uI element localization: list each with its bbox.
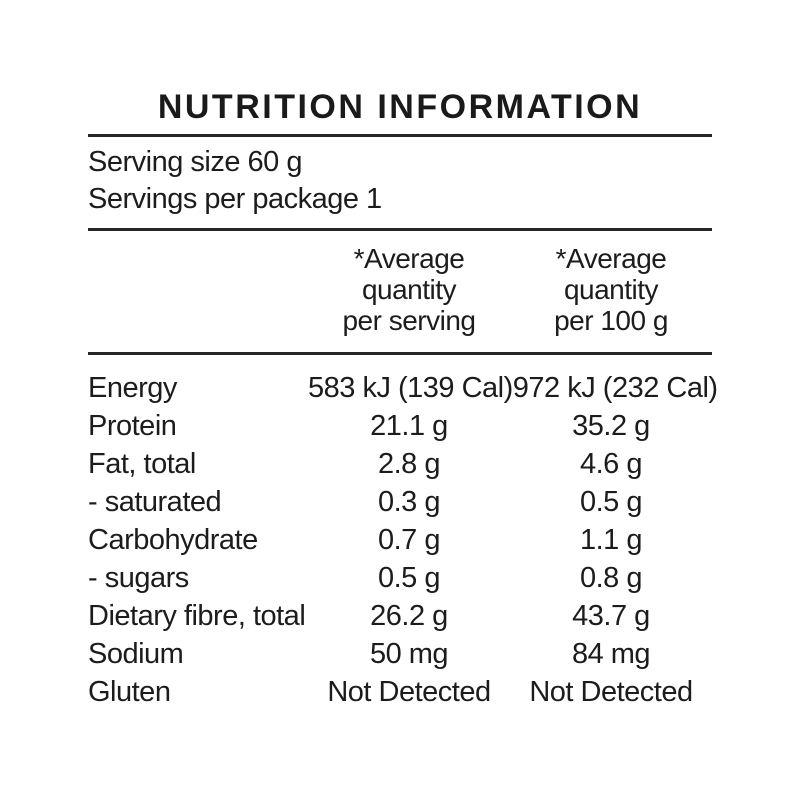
nutrient-label: Protein bbox=[88, 410, 177, 442]
column-header-per-100g: *Average quantity per 100 g bbox=[510, 243, 712, 336]
value-per-100g: 1.1 g bbox=[580, 524, 643, 556]
column-header-line: *Average bbox=[353, 243, 465, 274]
column-header-line: per 100 g bbox=[554, 305, 668, 336]
nutrient-row-energy: Energy 583 kJ (139 Cal) 972 kJ (232 Cal) bbox=[88, 369, 718, 407]
nutrient-row-sugars: - sugars 0.5 g 0.8 g bbox=[88, 559, 712, 597]
column-header-line: quantity bbox=[361, 274, 457, 305]
nutrient-row-fat-total: Fat, total 2.8 g 4.6 g bbox=[88, 445, 712, 483]
divider-under-serving-info bbox=[88, 228, 712, 231]
nutrient-label: - saturated bbox=[88, 486, 222, 518]
value-per-100g: 972 kJ (232 Cal) bbox=[512, 372, 718, 404]
value-per-serving: 50 mg bbox=[369, 638, 449, 670]
nutrient-label: Gluten bbox=[88, 676, 171, 708]
value-per-serving: 21.1 g bbox=[370, 410, 448, 442]
divider-under-column-headers bbox=[88, 352, 712, 355]
column-header-per-serving: *Average quantity per serving bbox=[308, 243, 510, 336]
nutrient-label: Sodium bbox=[88, 638, 184, 670]
nutrient-row-carbohydrate: Carbohydrate 0.7 g 1.1 g bbox=[88, 521, 712, 559]
nutrient-row-dietary-fibre: Dietary fibre, total 26.2 g 43.7 g bbox=[88, 597, 712, 635]
divider-under-title bbox=[88, 134, 712, 137]
value-per-serving: 0.3 g bbox=[378, 486, 441, 518]
value-per-100g: 35.2 g bbox=[572, 410, 650, 442]
value-per-100g: Not Detected bbox=[529, 676, 693, 708]
value-per-100g: 0.5 g bbox=[580, 486, 643, 518]
nutrition-panel: NUTRITION INFORMATION Serving size 60 g … bbox=[88, 88, 718, 711]
nutrient-label: - sugars bbox=[88, 562, 189, 594]
nutrient-label: Energy bbox=[88, 372, 177, 404]
value-per-100g: 0.8 g bbox=[580, 562, 643, 594]
column-header-line: *Average bbox=[555, 243, 667, 274]
nutrient-label: Fat, total bbox=[88, 448, 196, 480]
nutrient-table-body: Energy 583 kJ (139 Cal) 972 kJ (232 Cal)… bbox=[88, 355, 718, 711]
value-per-serving: 0.5 g bbox=[378, 562, 441, 594]
nutrient-row-protein: Protein 21.1 g 35.2 g bbox=[88, 407, 712, 445]
value-per-100g: 43.7 g bbox=[572, 600, 650, 632]
nutrient-label: Dietary fibre, total bbox=[88, 600, 306, 632]
value-per-serving: 2.8 g bbox=[378, 448, 441, 480]
servings-per-package-line: Servings per package 1 bbox=[88, 183, 382, 215]
value-per-serving: 583 kJ (139 Cal) bbox=[308, 372, 513, 404]
value-per-serving: 0.7 g bbox=[378, 524, 441, 556]
panel-title: NUTRITION INFORMATION bbox=[157, 88, 643, 126]
nutrient-row-gluten: Gluten Not Detected Not Detected bbox=[88, 673, 712, 711]
serving-info: Serving size 60 g Servings per package 1 bbox=[88, 137, 712, 228]
value-per-serving: 26.2 g bbox=[370, 600, 448, 632]
value-per-100g: 4.6 g bbox=[580, 448, 643, 480]
nutrient-label: Carbohydrate bbox=[88, 524, 258, 556]
column-header-line: per serving bbox=[342, 305, 476, 336]
column-header-row: *Average quantity per serving *Average q… bbox=[88, 231, 712, 352]
value-per-serving: Not Detected bbox=[327, 676, 491, 708]
nutrient-row-saturated: - saturated 0.3 g 0.5 g bbox=[88, 483, 712, 521]
serving-size-line: Serving size 60 g bbox=[88, 146, 302, 178]
value-per-100g: 84 mg bbox=[571, 638, 651, 670]
column-header-line: quantity bbox=[563, 274, 659, 305]
nutrient-row-sodium: Sodium 50 mg 84 mg bbox=[88, 635, 712, 673]
